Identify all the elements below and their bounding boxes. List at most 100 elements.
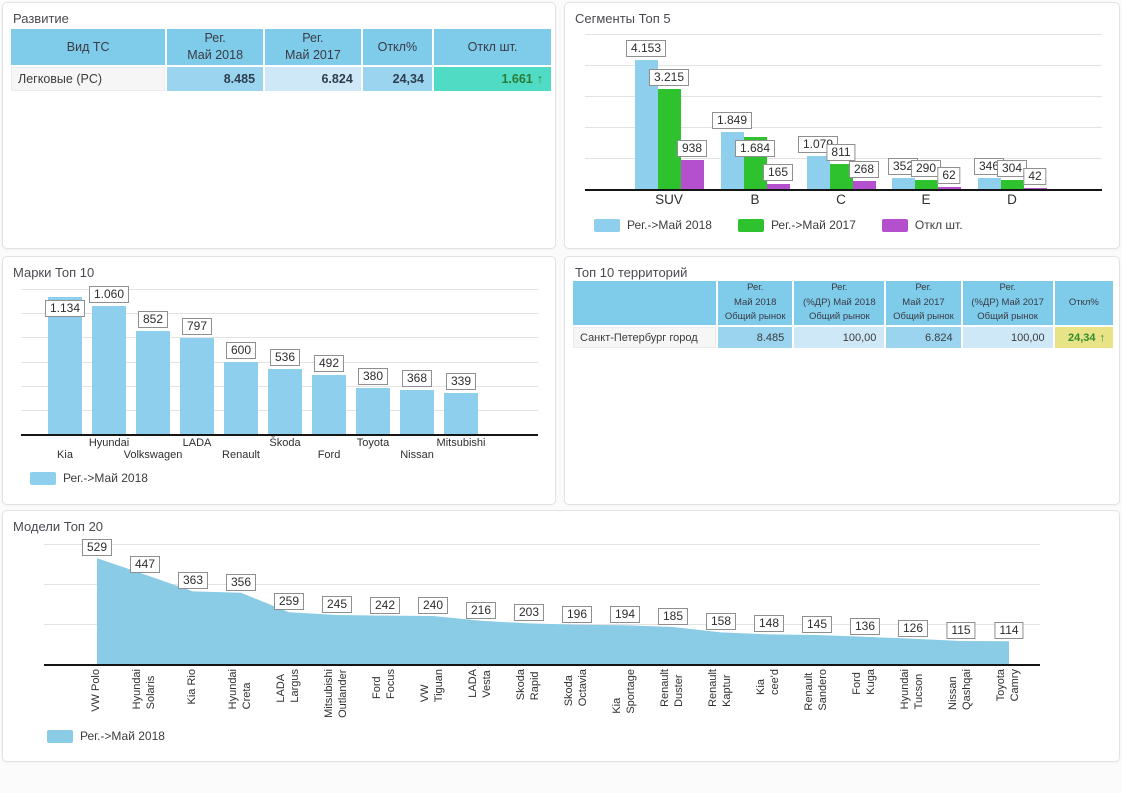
- value-label: 290: [910, 160, 942, 177]
- bar[interactable]: [914, 180, 938, 189]
- area-series[interactable]: [97, 558, 1009, 664]
- legend-item[interactable]: Рег.->Май 2017: [737, 218, 856, 232]
- value-label: 245: [321, 596, 353, 613]
- bar[interactable]: [356, 388, 390, 434]
- bar[interactable]: [48, 296, 82, 434]
- trend-up-icon: ↑: [1099, 331, 1106, 344]
- bar[interactable]: [136, 331, 170, 434]
- category-label: B: [750, 192, 760, 207]
- category-label: Hyundai Solaris: [123, 669, 167, 709]
- category-label: LADA Largus: [267, 669, 311, 703]
- category-label: Hyundai Creta: [219, 669, 263, 709]
- category-label: LADA Vesta: [459, 669, 503, 698]
- panel-brands-top10: Марки Топ 10 1.134 Kia 1.060 Hyundai 852 Volk…: [2, 256, 556, 505]
- cell-otkl-pct: 24,34: [362, 67, 432, 91]
- legend-item[interactable]: Рег.->Май 2018: [30, 471, 148, 485]
- bar[interactable]: [400, 389, 434, 434]
- panel-territories-top10: Топ 10 территорий Рег. Май 2018 Общий ры…: [564, 256, 1120, 505]
- col-header-otkl-sht: Откл шт.: [433, 29, 551, 65]
- bar[interactable]: [224, 361, 258, 434]
- cell-territory: Санкт-Петербург город: [573, 327, 717, 349]
- razvitie-header-row: Вид ТС Рег. Май 2018 Рег. Май 2017 Откл%…: [11, 29, 551, 65]
- gridline: [44, 544, 1040, 545]
- value-label: 268: [848, 160, 880, 178]
- legend-swatch-icon: [881, 218, 908, 232]
- bar[interactable]: [852, 180, 876, 189]
- table-row[interactable]: Легковые (PC) 8.485 6.824 24,34 1.661 ↑: [11, 67, 551, 91]
- legend-label: Рег.->Май 2018: [627, 218, 712, 232]
- category-label-text: Ford Focus: [371, 669, 397, 699]
- value-label: 797: [181, 317, 213, 335]
- legend-item[interactable]: Рег.->Май 2018: [47, 729, 165, 743]
- territories-table: Рег. Май 2018 Общий рынок Рег. (%ДР) Май…: [571, 279, 1115, 350]
- value-label: 346: [973, 158, 1005, 176]
- value-label: 600: [225, 341, 257, 359]
- bar[interactable]: [937, 187, 961, 189]
- legend: Рег.->Май 2018: [47, 729, 165, 743]
- value-label: 1.134: [44, 299, 86, 317]
- bar[interactable]: [977, 178, 1001, 189]
- bar[interactable]: [1023, 187, 1047, 189]
- value-label: 126: [897, 619, 929, 637]
- category-label: C: [836, 192, 846, 207]
- legend-swatch-icon: [594, 218, 620, 232]
- category-label-text: Skoda Octavia: [563, 669, 589, 707]
- legend-swatch-icon: [47, 729, 73, 743]
- panel-models-top20: Модели Топ 20 529 447 363 356 259 245 242 240 21…: [2, 510, 1120, 762]
- bar[interactable]: [634, 60, 658, 189]
- legend-label: Откл шт.: [914, 218, 963, 232]
- x-axis: [585, 189, 1102, 191]
- bar[interactable]: [891, 178, 915, 189]
- value-label: 380: [357, 368, 389, 386]
- table-row[interactable]: Санкт-Петербург город 8.485 100,00 6.824…: [573, 327, 1113, 349]
- value-label: 447: [129, 555, 161, 573]
- bar[interactable]: [1000, 179, 1024, 189]
- col-header-reg-may-2018: Рег. Май 2018: [167, 29, 264, 65]
- value-label: 145: [801, 616, 833, 633]
- bar[interactable]: [806, 155, 830, 189]
- category-label-text: Hyundai Solaris: [131, 669, 157, 710]
- gridline: [585, 96, 1102, 97]
- value-label: 240: [417, 597, 449, 614]
- category-label: Hyundai: [88, 437, 130, 449]
- category-label: VW Tiguan: [411, 669, 455, 702]
- category-label-text: LADA Largus: [275, 669, 301, 703]
- cell-reg-may-2017: 6.824: [886, 327, 961, 349]
- bar[interactable]: [92, 305, 126, 434]
- col-header-vid-ts: Вид ТС: [11, 29, 166, 65]
- panel-title-segments: Сегменты Топ 5: [575, 11, 671, 26]
- category-label: Renault Sandero: [795, 669, 839, 711]
- bar[interactable]: [180, 337, 214, 434]
- cell-reg-may-2017: 6.824: [265, 67, 361, 91]
- value-label: 203: [513, 604, 545, 622]
- bar[interactable]: [657, 89, 681, 189]
- category-label: Kia: [57, 449, 73, 461]
- otkl-sht-value: 1.661: [501, 72, 533, 86]
- value-label: 185: [657, 608, 689, 625]
- cell-vehicle-type: Легковые (PC): [11, 67, 166, 91]
- category-label: Renault Kaptur: [699, 669, 743, 707]
- category-label-text: Hyundai Tucson: [899, 669, 925, 710]
- legend-item[interactable]: Рег.->Май 2018: [594, 218, 712, 232]
- value-label: 339: [445, 373, 477, 391]
- bar[interactable]: [444, 393, 478, 434]
- brands-chart: 1.134 Kia 1.060 Hyundai 852 Volkswagen 797 LADA…: [3, 257, 555, 504]
- category-label-text: Kia Rio: [186, 669, 199, 705]
- value-label: 148: [753, 615, 785, 633]
- bar[interactable]: [268, 369, 302, 434]
- category-label-text: Ford Kuga: [851, 669, 877, 695]
- bar[interactable]: [680, 159, 704, 189]
- value-label: 259: [273, 593, 305, 611]
- cell-pct-may-2018: 100,00: [794, 327, 885, 349]
- value-label: 1.684: [734, 139, 776, 157]
- value-label: 492: [313, 354, 345, 372]
- bar[interactable]: [312, 374, 346, 434]
- category-label: Nissan: [400, 449, 434, 461]
- bar[interactable]: [829, 163, 853, 189]
- bar[interactable]: [766, 183, 790, 189]
- category-label: Kia Sportage: [603, 669, 647, 714]
- category-label-text: Nissan Qashqai: [947, 669, 973, 710]
- value-label: 529: [81, 539, 113, 557]
- category-label: D: [1007, 192, 1017, 207]
- legend-item[interactable]: Откл шт.: [881, 218, 963, 232]
